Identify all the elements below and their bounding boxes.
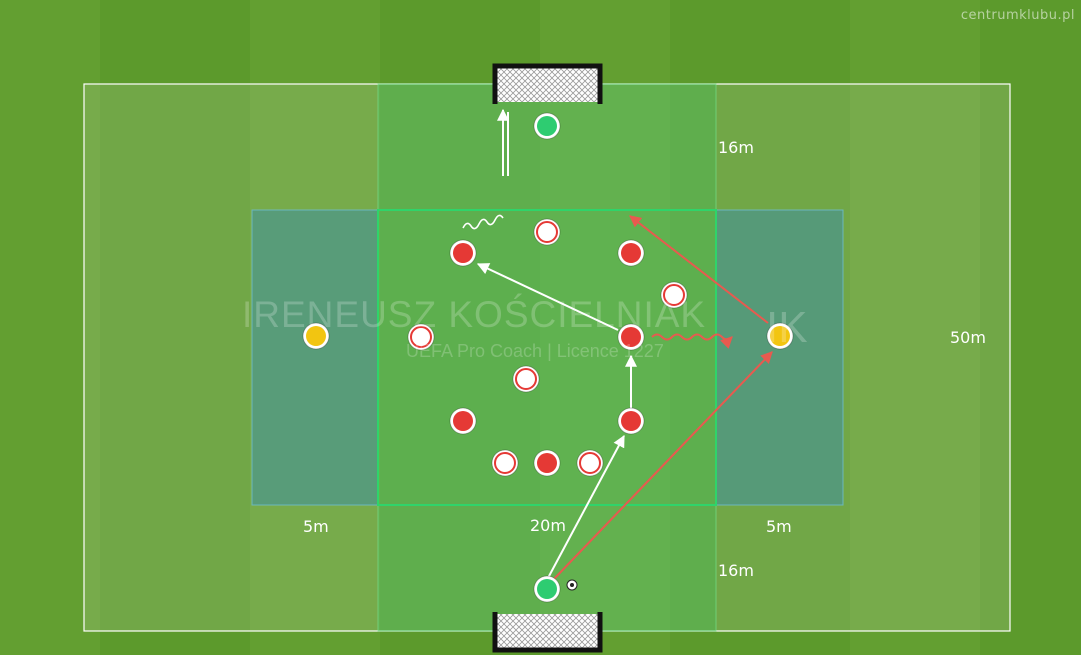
- pitch-boundary: [83, 83, 1011, 632]
- top-box: [377, 83, 717, 211]
- white-player-fill: [579, 452, 601, 474]
- bottom-goal: [492, 612, 603, 653]
- label-left-zone: 5m: [303, 517, 329, 536]
- site-brand: centrumklubu.pl: [960, 8, 1075, 23]
- pass-keeper-to-yellow: [552, 351, 773, 581]
- red-player-fill: [453, 411, 473, 431]
- right-zone: [715, 209, 844, 506]
- red-player-fill: [621, 243, 641, 263]
- white-player-fill: [663, 284, 685, 306]
- label-center-zone: 20m: [530, 516, 566, 535]
- label-bottom-box: 16m: [718, 561, 754, 580]
- red-pass-lines: [552, 215, 773, 581]
- yellow-player-right-fill: [770, 326, 790, 346]
- white-player-fill: [494, 452, 516, 474]
- players: [302, 112, 794, 603]
- left-zone: [251, 209, 379, 506]
- bottom-box: [377, 504, 717, 632]
- dribble-wave: [462, 214, 504, 230]
- green-keeper-top-fill: [537, 116, 557, 136]
- red-player-fill: [621, 411, 641, 431]
- red-player-fill: [537, 453, 557, 473]
- label-right-zone: 5m: [766, 517, 792, 536]
- white-pass-lines: [462, 108, 637, 579]
- green-keeper-bottom-fill: [537, 579, 557, 599]
- white-player-fill: [536, 221, 558, 243]
- label-pitch-height: 50m: [950, 328, 986, 347]
- watermark-monogram: IK: [766, 303, 808, 352]
- watermark-name: IRENEUSZ KOŚCIELNIAK: [242, 294, 707, 335]
- ball: [566, 579, 578, 591]
- white-player-fill: [515, 368, 537, 390]
- top-goal: [492, 63, 603, 104]
- white-player-fill: [410, 326, 432, 348]
- pass-yellow-to-top: [629, 215, 769, 324]
- red-player-fill: [621, 327, 641, 347]
- pass-keeper-to-red: [547, 434, 625, 579]
- red-player-fill: [453, 243, 473, 263]
- yellow-player-left-fill: [306, 326, 326, 346]
- pass-red-mid-to-red-left: [476, 263, 619, 331]
- watermark-subtitle: UEFA Pro Coach | Licence 1227: [406, 341, 664, 361]
- dribble-red-wave: [651, 333, 733, 349]
- label-top-box: 16m: [718, 138, 754, 157]
